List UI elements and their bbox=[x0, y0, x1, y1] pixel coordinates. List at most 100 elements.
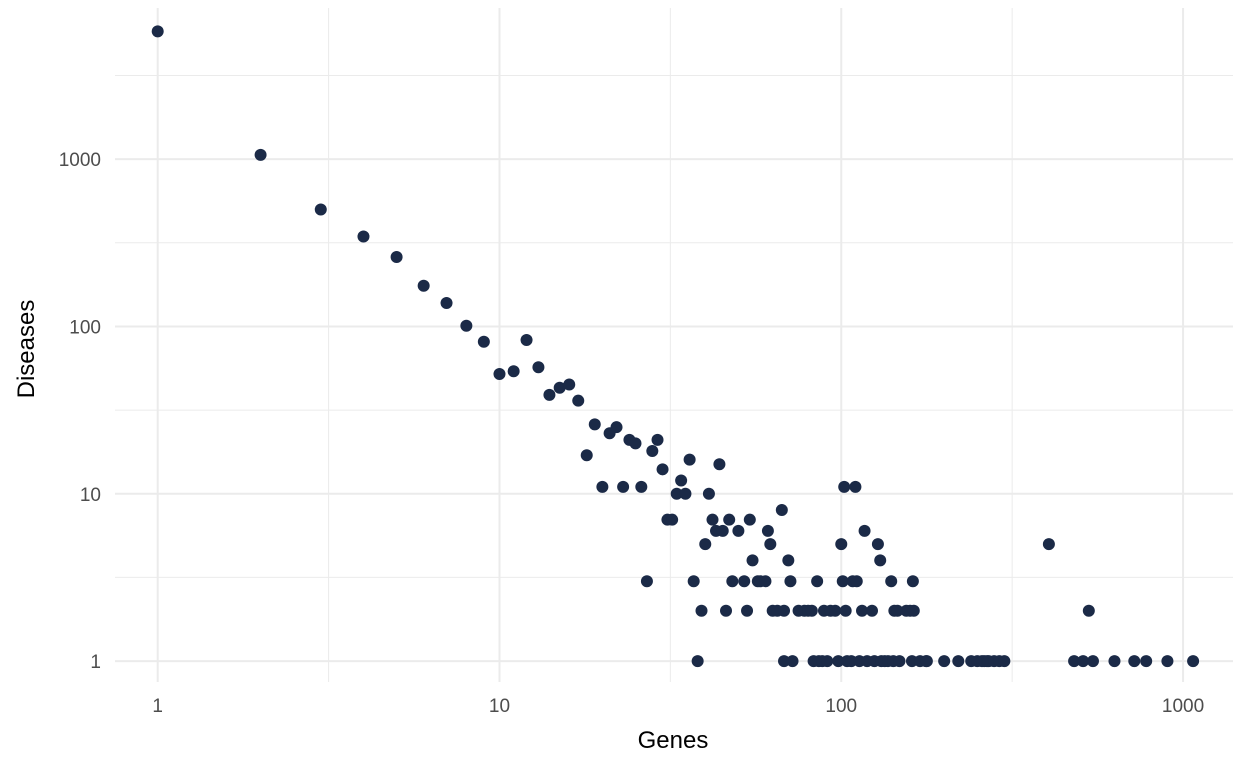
data-point bbox=[691, 655, 704, 668]
minor-grid bbox=[115, 8, 1233, 682]
data-point bbox=[390, 251, 403, 264]
data-point bbox=[891, 604, 904, 617]
y-tick-label: 1 bbox=[90, 652, 101, 673]
data-point bbox=[836, 575, 849, 588]
data-point bbox=[520, 333, 533, 346]
data-point bbox=[563, 378, 576, 391]
data-point bbox=[1086, 655, 1099, 668]
data-point bbox=[699, 538, 712, 551]
data-point bbox=[775, 503, 788, 516]
data-point bbox=[805, 604, 818, 617]
data-point bbox=[314, 203, 327, 216]
data-point bbox=[761, 524, 774, 537]
data-point bbox=[786, 655, 799, 668]
data-point bbox=[778, 655, 791, 668]
data-point bbox=[746, 554, 759, 567]
data-point bbox=[493, 367, 506, 380]
data-point bbox=[865, 604, 878, 617]
data-point bbox=[640, 575, 653, 588]
data-points bbox=[151, 25, 1200, 668]
data-point bbox=[651, 433, 664, 446]
data-point bbox=[635, 480, 648, 493]
data-point bbox=[532, 361, 545, 374]
data-point bbox=[460, 319, 473, 332]
data-point bbox=[477, 335, 490, 348]
data-point bbox=[838, 480, 851, 493]
data-point bbox=[829, 604, 842, 617]
x-axis-title: Genes bbox=[638, 727, 709, 754]
data-point bbox=[723, 513, 736, 526]
data-point bbox=[1042, 538, 1055, 551]
data-point bbox=[871, 538, 884, 551]
data-point bbox=[716, 524, 729, 537]
data-point bbox=[743, 513, 756, 526]
data-point bbox=[885, 575, 898, 588]
data-point bbox=[629, 437, 642, 450]
data-point bbox=[850, 575, 863, 588]
y-tick-label: 1000 bbox=[59, 150, 101, 171]
data-point bbox=[732, 524, 745, 537]
data-point bbox=[835, 538, 848, 551]
y-tick-label: 100 bbox=[69, 317, 101, 338]
data-point bbox=[1082, 604, 1095, 617]
data-point bbox=[507, 365, 520, 378]
data-point bbox=[440, 297, 453, 310]
data-point bbox=[952, 655, 965, 668]
data-point bbox=[764, 538, 777, 551]
x-axis-tick-labels: 1 10 100 1000 bbox=[152, 696, 1204, 717]
data-point bbox=[666, 513, 679, 526]
data-point bbox=[679, 487, 692, 500]
data-point bbox=[151, 25, 164, 38]
data-point bbox=[713, 458, 726, 471]
data-point bbox=[1161, 655, 1174, 668]
data-point bbox=[687, 575, 700, 588]
data-point bbox=[778, 604, 791, 617]
data-point bbox=[683, 453, 696, 466]
data-point bbox=[726, 575, 739, 588]
x-tick-label: 1 bbox=[152, 696, 163, 717]
x-tick-label: 10 bbox=[489, 696, 510, 717]
data-point bbox=[580, 449, 593, 462]
data-point bbox=[543, 388, 556, 401]
data-point bbox=[782, 554, 795, 567]
data-point bbox=[839, 604, 852, 617]
data-point bbox=[1068, 655, 1081, 668]
data-point bbox=[849, 480, 862, 493]
data-point bbox=[811, 575, 824, 588]
data-point bbox=[906, 575, 919, 588]
data-point bbox=[588, 418, 601, 431]
data-point bbox=[738, 575, 751, 588]
data-point bbox=[695, 604, 708, 617]
data-point bbox=[706, 513, 719, 526]
data-point bbox=[759, 575, 772, 588]
data-point bbox=[357, 230, 370, 243]
data-point bbox=[553, 381, 566, 394]
data-point bbox=[856, 604, 869, 617]
y-axis-title: Diseases bbox=[13, 300, 40, 399]
data-point bbox=[1108, 655, 1121, 668]
data-point bbox=[858, 524, 871, 537]
data-point bbox=[938, 655, 951, 668]
data-point bbox=[920, 655, 933, 668]
data-point bbox=[821, 655, 834, 668]
data-point bbox=[596, 480, 609, 493]
y-axis-tick-labels: 1 10 100 1000 bbox=[59, 150, 101, 673]
data-point bbox=[741, 604, 754, 617]
data-point bbox=[1128, 655, 1141, 668]
data-point bbox=[720, 604, 733, 617]
data-point bbox=[702, 487, 715, 500]
data-point bbox=[832, 655, 845, 668]
data-point bbox=[1187, 655, 1200, 668]
data-point bbox=[617, 480, 630, 493]
data-point bbox=[656, 463, 669, 476]
data-point bbox=[610, 421, 623, 434]
data-point bbox=[1140, 655, 1153, 668]
data-point bbox=[1077, 655, 1090, 668]
data-point bbox=[646, 445, 659, 458]
x-tick-label: 100 bbox=[825, 696, 857, 717]
data-point bbox=[572, 394, 585, 407]
data-point bbox=[417, 279, 430, 292]
x-tick-label: 1000 bbox=[1162, 696, 1204, 717]
data-point bbox=[784, 575, 797, 588]
